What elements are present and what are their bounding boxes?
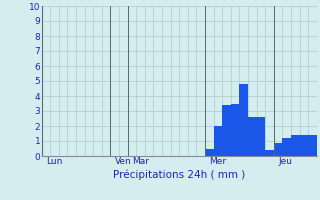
Bar <box>274 142 282 156</box>
Bar <box>257 117 265 156</box>
X-axis label: Précipitations 24h ( mm ): Précipitations 24h ( mm ) <box>113 169 245 180</box>
Bar <box>222 105 231 156</box>
Bar <box>248 117 257 156</box>
Bar <box>282 138 291 156</box>
Bar <box>308 135 317 156</box>
Bar <box>291 135 300 156</box>
Bar <box>239 84 248 156</box>
Bar <box>300 135 308 156</box>
Bar <box>205 148 214 156</box>
Bar <box>231 104 239 156</box>
Bar <box>265 150 274 156</box>
Bar <box>214 126 222 156</box>
